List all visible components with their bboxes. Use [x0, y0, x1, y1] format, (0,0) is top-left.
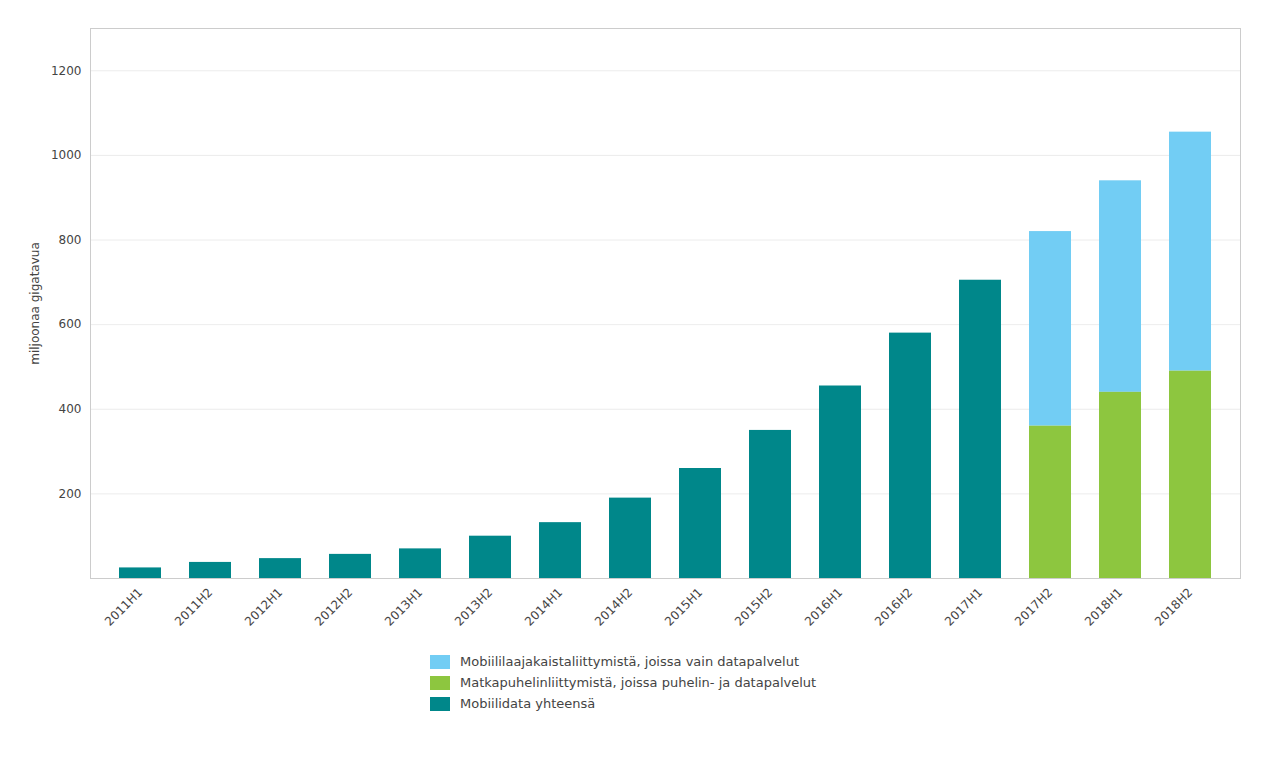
svg-text:2011H2: 2011H2: [172, 585, 215, 628]
svg-text:2015H2: 2015H2: [732, 585, 775, 628]
svg-text:2018H2: 2018H2: [1152, 585, 1195, 628]
svg-text:400: 400: [59, 402, 82, 416]
svg-text:1000: 1000: [51, 148, 82, 162]
html-text:Mobiililaajakaistaliittymistä,: Mobiililaajakaistaliittymistä, joissa va…: [460, 654, 799, 669]
svg-text:2012H2: 2012H2: [312, 585, 355, 628]
svg-text:miljoonaa gigatavua: miljoonaa gigatavua: [28, 242, 42, 365]
svg-text:2018H1: 2018H1: [1082, 585, 1125, 628]
svg-text:2014H2: 2014H2: [592, 585, 635, 628]
svg-text:800: 800: [59, 233, 82, 247]
svg-text:2012H1: 2012H1: [242, 585, 285, 628]
svg-text:1200: 1200: [51, 64, 82, 78]
svg-text:2016H1: 2016H1: [802, 585, 845, 628]
svg-text:2014H1: 2014H1: [522, 585, 565, 628]
svg-text:2011H1: 2011H1: [102, 585, 145, 628]
svg-text:200: 200: [59, 487, 82, 501]
svg-text:2017H1: 2017H1: [942, 585, 985, 628]
svg-text:2013H2: 2013H2: [452, 585, 495, 628]
svg-text:600: 600: [59, 317, 82, 331]
svg-text:2017H2: 2017H2: [1012, 585, 1055, 628]
svg-text:2013H1: 2013H1: [382, 585, 425, 628]
svg-text:2016H2: 2016H2: [872, 585, 915, 628]
html-text:Matkapuhelinliittymistä, joiss: Matkapuhelinliittymistä, joissa puhelin-…: [460, 675, 817, 690]
html-text:Mobiilidata yhteensä: Mobiilidata yhteensä: [460, 696, 596, 711]
svg-text:2015H1: 2015H1: [662, 585, 705, 628]
